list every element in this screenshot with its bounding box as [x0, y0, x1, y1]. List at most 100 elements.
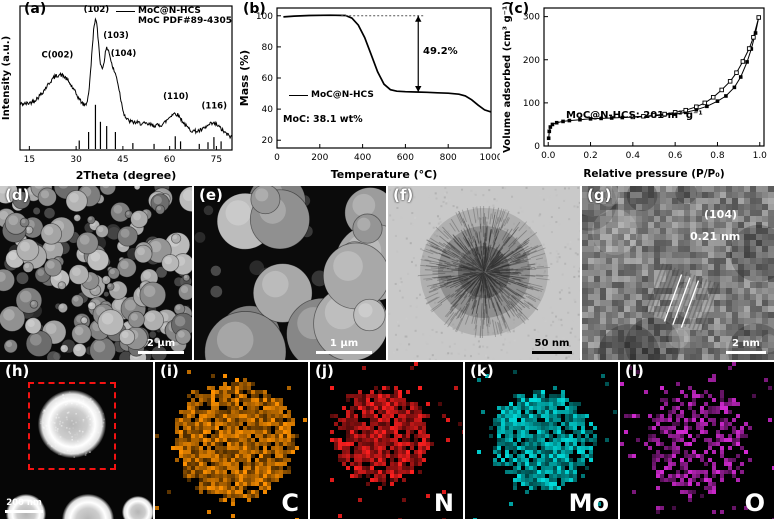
svg-text:100: 100: [256, 12, 273, 22]
lattice-plane-label: (104): [704, 208, 738, 221]
scalebar-text: 1 μm: [329, 338, 359, 349]
panel-e-scalebar: 1 μm: [316, 338, 372, 354]
panel-b-label: (b): [243, 1, 266, 17]
xrd-reference-name: MoC PDF#89-4305: [138, 16, 232, 26]
panel-e-label: (e): [199, 186, 223, 204]
xrd-series-name: MoC@N-HCS: [138, 6, 201, 16]
panel-d-scalebar: 2 μm: [138, 338, 184, 354]
svg-text:1000: 1000: [480, 153, 500, 163]
scalebar-line: [5, 510, 43, 513]
eds-map-c: [155, 362, 308, 519]
panel-j-label: (j): [315, 362, 334, 380]
element-label-c: C: [281, 489, 299, 517]
selection-box: [28, 382, 116, 470]
panel-g-scalebar: 2 nm: [726, 338, 766, 354]
lattice-spacing-label: 0.21 nm: [690, 230, 741, 243]
mass-loss-label: 49.2%: [423, 46, 458, 57]
eds-map-mo: [465, 362, 618, 519]
panel-c-label: (c): [508, 1, 530, 17]
svg-text:Volume adsorbed (cm³ g⁻¹): Volume adsorbed (cm³ g⁻¹): [502, 1, 513, 153]
tga-plot: 0 200 400 600 800 1000 20 40 60 80 100 Temperature …: [238, 7, 500, 181]
xrd-plot: 15 30 45 60 75 2Theta (degree) Intensity (a.u.…: [1, 5, 233, 182]
panel-i-map-c: (i) C: [155, 362, 308, 519]
svg-text:80: 80: [262, 43, 274, 53]
panel-f-scalebar: 50 nm: [532, 338, 572, 354]
svg-text:0.4: 0.4: [626, 151, 641, 161]
scalebar-line: [532, 351, 572, 354]
panel-g-label: (g): [587, 186, 612, 204]
panel-k-label: (k): [470, 362, 494, 380]
scalebar-text: 2 nm: [732, 338, 760, 349]
svg-text:Mass (%): Mass (%): [238, 50, 251, 106]
svg-text:200: 200: [523, 56, 540, 66]
xrd-legend: MoC@N-HCS MoC PDF#89-4305: [116, 6, 232, 26]
hrtem-image: [582, 186, 774, 360]
eds-map-o: [620, 362, 774, 519]
eds-map-n: [310, 362, 463, 519]
panel-h-stem: (h) 200 nm: [0, 362, 153, 519]
isotherm-plot: 0.0 0.2 0.4 0.6 0.8 1.0 0 100 200 300 Relative pre…: [502, 1, 768, 180]
element-label-n: N: [433, 489, 454, 517]
svg-text:0: 0: [534, 142, 540, 152]
svg-text:(116): (116): [201, 102, 227, 112]
scalebar-text: 2 μm: [146, 338, 176, 349]
tem-image: [388, 186, 580, 360]
stem-image: [0, 362, 153, 519]
sem-image: [0, 186, 192, 360]
panel-k-map-mo: (k) Mo: [465, 362, 618, 519]
panel-d-label: (d): [5, 186, 30, 204]
svg-text:30: 30: [70, 155, 82, 165]
panel-a-label: (a): [24, 1, 47, 17]
panel-l-label: (l): [625, 362, 644, 380]
svg-text:Temperature (°C): Temperature (°C): [331, 168, 438, 181]
svg-text:40: 40: [262, 105, 274, 115]
panel-b-tga: 0 200 400 600 800 1000 20 40 60 80 100 Temperature …: [237, 0, 500, 186]
svg-text:1.0: 1.0: [753, 151, 768, 161]
element-label-mo: Mo: [568, 489, 609, 517]
svg-text:(102): (102): [84, 5, 110, 15]
panel-g-hrtem: (g) (104) 0.21 nm 2 nm: [582, 186, 774, 360]
svg-text:600: 600: [397, 153, 414, 163]
scalebar-text: 200 nm: [6, 497, 42, 508]
svg-text:300: 300: [523, 13, 540, 23]
scalebar-text: 50 nm: [534, 338, 570, 349]
svg-text:60: 60: [262, 74, 274, 84]
svg-text:(110): (110): [163, 92, 189, 102]
element-label-o: O: [744, 489, 765, 517]
svg-text:0.8: 0.8: [710, 151, 725, 161]
svg-text:(104): (104): [111, 49, 137, 59]
svg-text:100: 100: [523, 99, 540, 109]
tga-series-name: MoC@N-HCS: [311, 90, 374, 100]
surface-area-note: MoC@N-HCS: 201 m² g⁻¹: [566, 110, 703, 121]
panel-a-xrd: 15 30 45 60 75 2Theta (degree) Intensity (a.u.…: [0, 0, 237, 186]
panel-f-label: (f): [393, 186, 414, 204]
panel-c-isotherm: 0.0 0.2 0.4 0.6 0.8 1.0 0 100 200 300 Relative pre…: [500, 0, 774, 186]
svg-text:20: 20: [262, 136, 274, 146]
svg-text:0.0: 0.0: [541, 151, 556, 161]
svg-text:200: 200: [311, 153, 328, 163]
scalebar-line: [138, 351, 184, 354]
panel-f-tem: (f) 50 nm: [388, 186, 580, 360]
svg-text:0: 0: [274, 153, 280, 163]
sem-image: [194, 186, 386, 360]
panel-d-sem: (d) 2 μm: [0, 186, 192, 360]
svg-text:45: 45: [117, 155, 128, 165]
panel-j-map-n: (j) N: [310, 362, 463, 519]
svg-text:Intensity (a.u.): Intensity (a.u.): [1, 36, 12, 120]
svg-text:60: 60: [164, 155, 176, 165]
panel-i-label: (i): [160, 362, 179, 380]
svg-text:15: 15: [24, 155, 35, 165]
svg-text:0.6: 0.6: [668, 151, 683, 161]
panel-h-label: (h): [5, 362, 30, 380]
scalebar-line: [316, 351, 372, 354]
legend-line-swatch: [289, 94, 308, 96]
panel-l-map-o: (l) O: [620, 362, 774, 519]
tga-legend: MoC@N-HCS: [289, 90, 374, 100]
svg-text:2Theta (degree): 2Theta (degree): [76, 169, 177, 182]
svg-text:(103): (103): [103, 31, 129, 41]
svg-text:Relative pressure (P/P₀): Relative pressure (P/P₀): [583, 168, 724, 180]
svg-text:800: 800: [440, 153, 457, 163]
svg-text:400: 400: [354, 153, 371, 163]
scalebar-line: [726, 351, 766, 354]
